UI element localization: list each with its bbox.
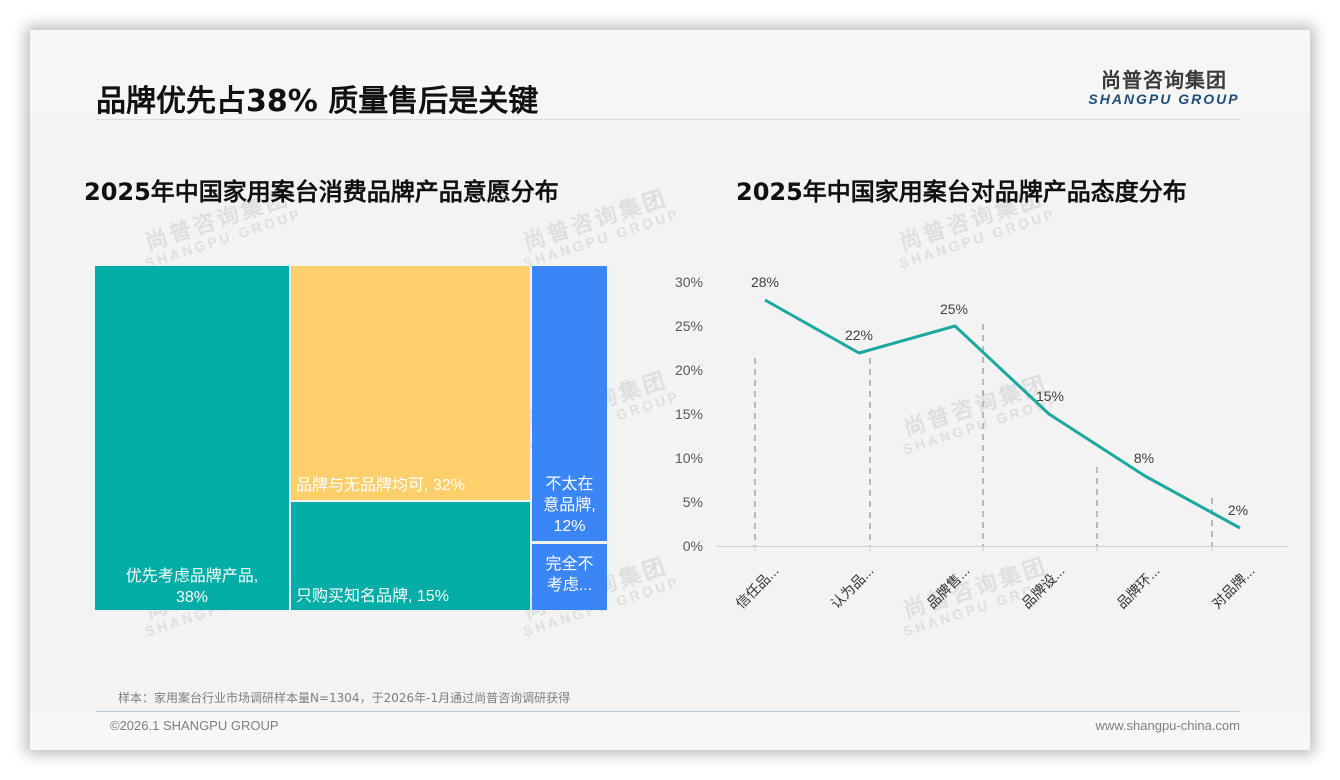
- treemap-tile-famous-only[interactable]: 只购买知名品牌, 15%: [291, 502, 530, 610]
- x-category-label: 品牌售...: [923, 562, 973, 612]
- tile-label-line: 12%: [553, 518, 586, 535]
- tile-label-line: 意品牌,: [543, 497, 596, 514]
- tile-label: 优先考虑品牌产品,: [125, 568, 259, 585]
- data-point-label: 28%: [750, 274, 780, 290]
- x-category-label: 品牌环...: [1113, 562, 1163, 612]
- y-tick-label: 5%: [682, 494, 703, 510]
- y-tick-label: 25%: [674, 318, 703, 334]
- tile-label-line: 完全不: [545, 556, 594, 573]
- logo-cn-text: 尚普咨询集团: [1101, 68, 1227, 92]
- footer-divider: [96, 711, 1240, 712]
- title-divider: [96, 119, 1240, 120]
- treemap-tile-brand-priority[interactable]: 优先考虑品牌产品, 38%: [95, 266, 289, 610]
- y-tick-label: 0%: [682, 538, 703, 554]
- x-category-label: 信任品...: [732, 562, 782, 612]
- data-point-label: 22%: [844, 327, 874, 343]
- treemap-chart: 优先考虑品牌产品, 38% 品牌与无品牌均可, 32% 只购买知名品牌, 15%…: [95, 266, 607, 610]
- sample-note: 样本：家用案台行业市场调研样本量N=1304，于2026年-1月通过尚普咨询调研…: [118, 691, 571, 705]
- line-chart-title: 2025年中国家用案台对品牌产品态度分布: [736, 178, 1187, 206]
- x-category-label: 认为品...: [827, 562, 877, 612]
- copyright-text: ©2026.1 SHANGPU GROUP: [110, 718, 279, 733]
- footer-band: [30, 712, 1310, 750]
- x-category-label: 品牌设...: [1018, 562, 1068, 612]
- header-band: [30, 30, 1310, 118]
- data-point-label: 15%: [1035, 388, 1065, 404]
- logo-en-text: SHANGPU GROUP: [1088, 91, 1240, 107]
- website-link[interactable]: www.shangpu-china.com: [1095, 718, 1240, 733]
- y-tick-label: 20%: [674, 362, 703, 378]
- treemap-tile-never[interactable]: 完全不 考虑...: [532, 544, 607, 610]
- data-point-label: 25%: [939, 301, 969, 317]
- tile-label: 只购买知名品牌, 15%: [296, 588, 449, 605]
- series-line: [764, 298, 1241, 530]
- y-tick-label: 10%: [674, 450, 703, 466]
- tile-label-line: 考虑...: [546, 577, 593, 594]
- tile-label-line: 不太在: [545, 476, 594, 493]
- data-point-label: 8%: [1133, 450, 1155, 466]
- tile-value: 38%: [175, 589, 209, 606]
- x-category-label: 对品牌...: [1208, 562, 1258, 612]
- treemap-title: 2025年中国家用案台消费品牌产品意愿分布: [84, 178, 559, 206]
- y-tick-label: 30%: [674, 274, 703, 290]
- y-tick-label: 15%: [674, 406, 703, 422]
- treemap-tile-either[interactable]: 品牌与无品牌均可, 32%: [291, 266, 530, 500]
- tile-label: 品牌与无品牌均可, 32%: [296, 477, 465, 494]
- slide: 尚普咨询集团 SHANGPU GROUP 尚普咨询集团 SHANGPU GROUP …: [30, 30, 1310, 750]
- page-title: 品牌优先占38% 质量售后是关键: [96, 84, 539, 119]
- company-logo: 尚普咨询集团 SHANGPU GROUP: [1088, 64, 1240, 107]
- treemap-tile-not-care[interactable]: 不太在 意品牌, 12%: [532, 266, 607, 541]
- data-point-label: 2%: [1227, 502, 1249, 518]
